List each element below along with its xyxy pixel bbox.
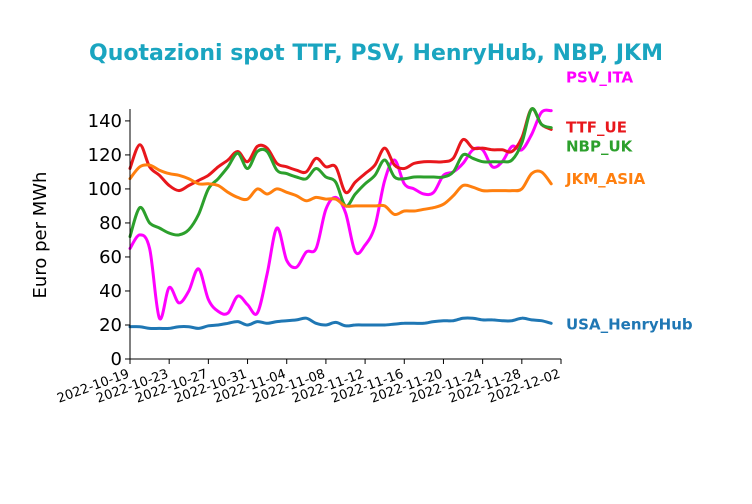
y-tick-label: 40 xyxy=(99,281,122,302)
series-label-usa-henryhub: USA_HenryHub xyxy=(566,315,693,333)
series-line-nbp-uk xyxy=(128,107,553,239)
y-tick-label: 140 xyxy=(88,111,122,132)
series-line-psv-ita xyxy=(128,108,553,321)
y-tick-label: 60 xyxy=(99,247,122,268)
series-label-ttf-ue: TTF_UE xyxy=(566,118,627,136)
series-label-psv-ita: PSV_ITA xyxy=(566,69,634,87)
y-tick-label: 20 xyxy=(99,315,122,336)
series-labels: PSV_ITA TTF_UE NBP_UK JKM_ASIA USA_HenryHub xyxy=(565,69,693,334)
y-tick-label: 0 xyxy=(111,349,122,370)
series-line-usa-henryhub xyxy=(128,316,553,331)
chart-title: Quotazioni spot TTF, PSV, HenryHub, NBP,… xyxy=(89,41,663,66)
series-line-jkm-asia xyxy=(128,163,553,217)
series-line-ttf-ue xyxy=(128,107,553,195)
series-layer xyxy=(128,107,553,331)
y-tick-label: 100 xyxy=(88,179,122,200)
y-tick-label: 120 xyxy=(88,145,122,166)
y-tick-label: 80 xyxy=(99,213,122,234)
series-label-jkm-asia: JKM_ASIA xyxy=(565,170,646,188)
series-label-nbp-uk: NBP_UK xyxy=(566,138,634,156)
y-axis-label: Euro per MWh xyxy=(30,172,51,299)
